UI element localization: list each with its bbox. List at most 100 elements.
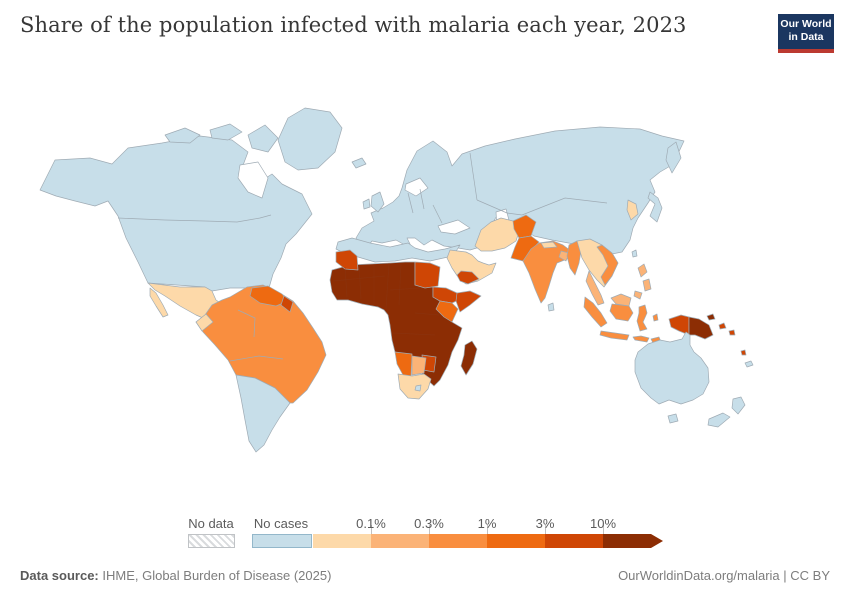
world-map-container: United States & CanadaHudson Bay Canadian… [25,85,825,515]
legend-tick-label: 0.3% [414,516,444,531]
country-border-line [117,214,272,223]
region-ireland[interactable]: Ireland [362,198,371,210]
region-namibia[interactable]: Namibia [394,351,413,378]
data-source-note: Data source: IHME, Global Burden of Dise… [20,568,331,583]
region-madagascar[interactable]: Madagascar [460,340,478,376]
country-border-line [358,264,362,300]
region-sri-lanka[interactable]: Sri Lanka [547,302,555,312]
owid-logo-line1: Our World [780,18,832,30]
footer-link[interactable]: OurWorldinData.org/malaria | CC BY [618,568,830,583]
region-lesotho[interactable]: Lesotho [414,384,422,392]
region-arctic-1[interactable]: Canadian Arctic Islands [164,127,201,144]
country-border-line [344,266,348,298]
no-data-label: No data [188,516,234,531]
region-mauritania[interactable]: Mauritania [335,249,359,271]
region-png-islands[interactable]: PNG Islands [706,313,716,321]
country-border-line [229,355,284,362]
region-png[interactable]: Papua New Guinea [688,316,714,340]
country-border-line [392,332,436,336]
region-sa-south[interactable]: Argentina, Chile & Uruguay [235,374,291,453]
region-north-america[interactable]: United States & Canada [39,135,313,297]
region-malay-peninsula[interactable]: Malaysia [585,270,605,306]
region-philippines-3[interactable]: Philippines [633,290,643,300]
region-nepal[interactable]: Nepal [540,241,558,249]
legend-arrow-icon [651,534,663,548]
region-hudson-bay[interactable]: Hudson Bay [237,161,269,199]
region-eurasia[interactable]: Europe, Russia, China & Central Asia [355,126,685,257]
country-border-line [407,192,414,214]
no-data-swatch[interactable] [188,534,235,548]
legend-tick-label: 1% [477,516,497,531]
region-greenland[interactable]: Greenland [277,107,343,171]
region-solomon-1[interactable]: Solomon Islands [718,322,727,330]
region-kalimantan[interactable]: Indonesia (Kalimantan) [609,303,634,322]
legend-tick-label: 10% [589,516,617,531]
legend-bin-swatch[interactable] [545,534,603,548]
region-kamchatka[interactable]: Kamchatka [665,141,682,174]
region-philippines-1[interactable]: Philippines [637,263,648,278]
region-south-africa[interactable]: South Africa [397,373,432,400]
region-new-caledonia[interactable]: New Caledonia [744,360,754,368]
page-title: Share of the population infected with ma… [20,13,687,37]
region-nz-south[interactable]: New Zealand (South Island) [707,412,731,428]
region-sudan[interactable]: Sudan [414,261,441,289]
region-borneo-malaysia[interactable]: Malaysia (Borneo) [610,293,632,307]
region-baja[interactable]: Mexico (Baja California) [149,287,169,318]
data-source-text: IHME, Global Burden of Disease (2025) [98,568,332,583]
country-border-line [398,263,402,306]
owid-logo: Our World in Data [778,14,834,53]
region-ecuador[interactable]: Ecuador [195,313,214,332]
region-india[interactable]: India [522,240,572,304]
region-australia[interactable]: Australia [634,331,710,405]
legend-bin-swatch[interactable] [603,534,651,548]
region-baltic-sea[interactable]: Baltic Sea [404,177,429,197]
legend-tick-label: 0.1% [356,516,386,531]
legend-tick-label: 3% [535,516,555,531]
region-guyana[interactable]: Guyana [280,295,294,313]
country-border-line [419,188,425,210]
legend-bin-swatch[interactable] [487,534,545,548]
owid-logo-line2: in Data [788,31,824,43]
data-source-label: Data source: [20,568,99,583]
region-korea[interactable]: Korea [626,199,639,221]
region-vanuatu[interactable]: Vanuatu [740,349,747,356]
region-maluku[interactable]: Indonesia (Maluku) [652,313,659,322]
country-border-line [521,197,608,216]
region-africa-central[interactable]: West, Central & East Africa [329,261,463,387]
country-border-line [389,287,421,291]
region-kenya[interactable]: Kenya [435,300,459,323]
region-somalia[interactable]: Somalia [455,290,482,313]
region-bangladesh[interactable]: Bangladesh [558,250,570,262]
legend-bin-swatch[interactable] [313,534,371,548]
region-botswana[interactable]: Botswana [411,355,427,376]
country-border-line [469,152,478,201]
region-solomon-2[interactable]: Solomon Islands [728,329,736,336]
region-tasmania[interactable]: Tasmania [667,413,679,424]
region-sulawesi[interactable]: Indonesia (Sulawesi) [636,304,648,332]
region-sumatra[interactable]: Indonesia (Sumatra) [583,296,608,328]
legend-bin-swatch[interactable] [371,534,429,548]
region-uk[interactable]: United Kingdom [370,191,385,213]
region-lesser-sunda[interactable]: Indonesia (Lesser Sunda) [632,335,650,343]
country-border-line [385,262,390,310]
region-arctic-2[interactable]: Canadian Arctic Islands [209,123,243,141]
region-iceland[interactable]: Iceland [351,157,367,169]
region-nz-north[interactable]: New Zealand (North Island) [731,396,746,415]
region-vietnam[interactable]: Vietnam [596,244,619,286]
no-cases-swatch[interactable] [252,534,312,548]
world-map: United States & CanadaHudson Bay Canadian… [39,107,754,453]
region-arctic-3[interactable]: Baffin Island [247,124,279,153]
country-border-line [414,312,440,316]
region-yemen[interactable]: Yemen [456,270,480,285]
country-border-line [332,275,386,282]
legend-bin-swatch[interactable] [429,534,487,548]
country-border-line [237,309,256,338]
region-philippines-2[interactable]: Philippines [642,278,652,292]
no-cases-label: No cases [253,516,309,531]
country-border-line [432,204,443,224]
region-java[interactable]: Indonesia (Java) [599,330,630,341]
region-taiwan[interactable]: Taiwan [631,249,638,258]
region-japan[interactable]: Japan [647,191,663,223]
region-black-sea[interactable]: Black Sea [437,219,471,235]
